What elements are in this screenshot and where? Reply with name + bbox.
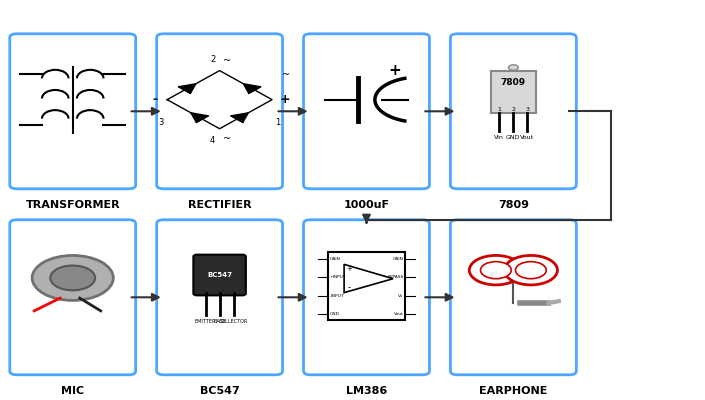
Text: GND: GND bbox=[329, 312, 339, 316]
Text: GAIN: GAIN bbox=[393, 256, 403, 260]
Text: Vin: Vin bbox=[494, 135, 504, 140]
Bar bbox=[491, 70, 536, 113]
Text: RECTIFIER: RECTIFIER bbox=[188, 200, 252, 210]
Text: ~: ~ bbox=[282, 70, 290, 80]
Text: EARPHONE: EARPHONE bbox=[479, 386, 548, 396]
Text: 4: 4 bbox=[210, 136, 215, 145]
Text: ~: ~ bbox=[223, 56, 231, 66]
FancyBboxPatch shape bbox=[450, 220, 576, 375]
Text: 3: 3 bbox=[159, 118, 164, 128]
FancyBboxPatch shape bbox=[450, 34, 576, 189]
Text: 7809: 7809 bbox=[501, 78, 526, 87]
FancyBboxPatch shape bbox=[157, 34, 283, 189]
Text: 2: 2 bbox=[210, 55, 215, 64]
Polygon shape bbox=[178, 84, 196, 93]
Text: BASE: BASE bbox=[213, 319, 226, 324]
Polygon shape bbox=[191, 113, 208, 122]
FancyBboxPatch shape bbox=[10, 34, 135, 189]
Circle shape bbox=[515, 262, 546, 279]
Text: -: - bbox=[348, 283, 350, 292]
Polygon shape bbox=[344, 264, 393, 293]
Text: -INPUT: -INPUT bbox=[329, 294, 344, 298]
Text: BYPASS: BYPASS bbox=[387, 275, 403, 279]
Polygon shape bbox=[243, 84, 261, 93]
Text: GND: GND bbox=[506, 135, 520, 140]
Text: 1: 1 bbox=[276, 118, 281, 128]
Circle shape bbox=[470, 256, 522, 285]
Text: Vout: Vout bbox=[394, 312, 403, 316]
Polygon shape bbox=[231, 113, 248, 122]
Circle shape bbox=[508, 65, 518, 70]
Text: GAIN: GAIN bbox=[329, 256, 341, 260]
FancyBboxPatch shape bbox=[304, 34, 429, 189]
Text: MIC: MIC bbox=[61, 386, 85, 396]
Bar bbox=[328, 252, 405, 320]
Text: 1: 1 bbox=[498, 107, 501, 112]
Text: BC547: BC547 bbox=[200, 386, 240, 396]
Text: TRANSFORMER: TRANSFORMER bbox=[25, 200, 120, 210]
FancyBboxPatch shape bbox=[193, 255, 246, 295]
Circle shape bbox=[481, 262, 511, 279]
Text: 1000uF: 1000uF bbox=[343, 200, 389, 210]
FancyBboxPatch shape bbox=[157, 220, 283, 375]
FancyBboxPatch shape bbox=[304, 220, 429, 375]
Text: -: - bbox=[152, 93, 157, 106]
Text: COLLECTOR: COLLECTOR bbox=[219, 319, 248, 324]
Text: 7809: 7809 bbox=[498, 200, 529, 210]
FancyBboxPatch shape bbox=[10, 220, 135, 375]
Text: BC547: BC547 bbox=[207, 272, 232, 278]
Text: EMITTER: EMITTER bbox=[195, 319, 216, 324]
Text: +: + bbox=[388, 63, 401, 78]
Circle shape bbox=[50, 266, 95, 290]
Text: ~: ~ bbox=[223, 134, 231, 144]
Circle shape bbox=[32, 256, 114, 300]
Text: +: + bbox=[346, 266, 352, 272]
Text: LM386: LM386 bbox=[346, 386, 387, 396]
Text: 2: 2 bbox=[511, 107, 515, 112]
Text: Vout: Vout bbox=[520, 135, 534, 140]
Text: +: + bbox=[279, 93, 290, 106]
Text: +INPUT: +INPUT bbox=[329, 275, 346, 279]
Text: Vs: Vs bbox=[398, 294, 403, 298]
Circle shape bbox=[504, 256, 558, 285]
Text: 3: 3 bbox=[525, 107, 529, 112]
